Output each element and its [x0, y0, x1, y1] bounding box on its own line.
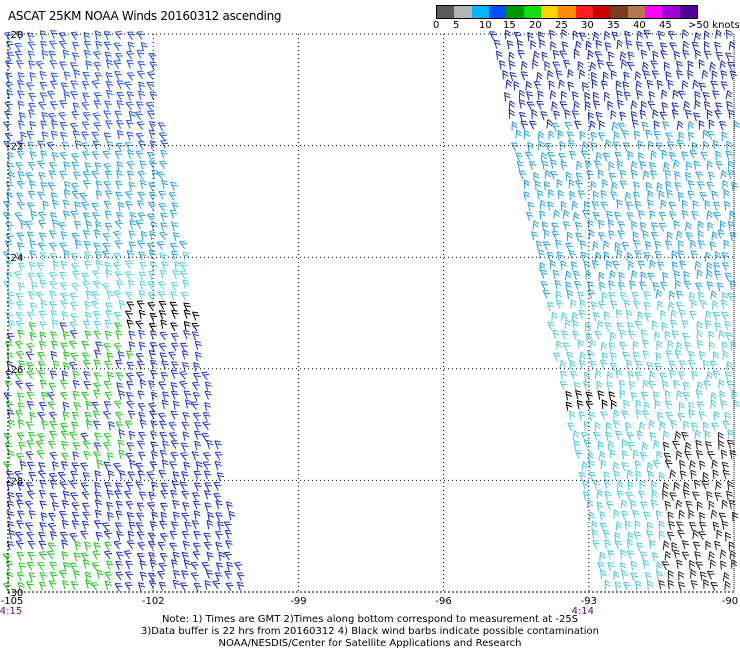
note-line-2: 3)Data buffer is 22 hrs from 20160312 4)… [141, 626, 599, 637]
legend-swatch-13 [662, 6, 680, 18]
legend-label-1: 5 [453, 20, 460, 31]
lat-label-s24: -24 [7, 253, 23, 264]
legend-label-10: >50 knots [688, 20, 740, 31]
legend-swatch-5 [523, 6, 541, 18]
lat-label-s30: -30 [7, 588, 23, 599]
lat-label-s28: -28 [7, 476, 23, 487]
map-frame [7, 33, 735, 593]
legend-label-2: 10 [479, 20, 492, 31]
legend-swatch-10 [610, 6, 628, 18]
legend-swatch-9 [592, 6, 611, 18]
lat-label-s26: -26 [7, 365, 23, 376]
legend-label-7: 35 [607, 20, 620, 31]
legend-swatch-7 [558, 6, 576, 18]
note-line-3: NOAA/NESDIS/Center for Satellite Applica… [218, 638, 522, 649]
lat-label-s22: -22 [7, 142, 23, 153]
footnotes: Note: 1) Times are GMT 2)Times along bot… [0, 614, 740, 650]
legend-label-8: 40 [633, 20, 646, 31]
lon-label-w99: -99 [290, 596, 306, 607]
legend-label-5: 25 [555, 20, 568, 31]
legend-swatch-4 [506, 6, 524, 18]
lon-label-w102: -102 [142, 596, 165, 607]
legend-label-4: 20 [529, 20, 542, 31]
lon-label-w96: -96 [435, 596, 451, 607]
legend-label-3: 15 [503, 20, 516, 31]
lat-label-s20: -20 [7, 30, 23, 41]
lon-label-w90: -90 [722, 596, 738, 607]
legend-label-0: 0 [433, 20, 440, 31]
legend-swatch-11 [627, 6, 645, 18]
axis-tick-labels: -105 -102 -99 -96 -93 -90 -20 -22 -24 -26 -28 -30 4:… [0, 30, 738, 617]
legend-swatch-0 [437, 6, 455, 18]
legend-label-9: 45 [659, 20, 672, 31]
legend-swatch-1 [454, 6, 472, 18]
wind-speed-color-legend [436, 5, 698, 19]
legend-swatch-6 [540, 6, 559, 18]
time-left: 4:15 [0, 606, 22, 617]
map-title: ASCAT 25KM NOAA Winds 20160312 ascending [8, 9, 282, 23]
lat-lon-grid [7, 33, 735, 593]
legend-swatch-2 [471, 6, 489, 18]
legend-swatch-12 [644, 6, 663, 18]
lon-label-w105: -105 [1, 596, 24, 607]
note-line-1: Note: 1) Times are GMT 2)Times along bot… [161, 614, 579, 625]
wind-barb-swaths [2, 29, 740, 592]
legend-swatch-3 [488, 6, 507, 18]
legend-swatch-14 [679, 6, 697, 18]
lon-label-w93: -93 [581, 596, 597, 607]
time-right: 4:14 [572, 606, 594, 617]
legend-label-6: 30 [581, 20, 594, 31]
legend-swatch-8 [575, 6, 593, 18]
